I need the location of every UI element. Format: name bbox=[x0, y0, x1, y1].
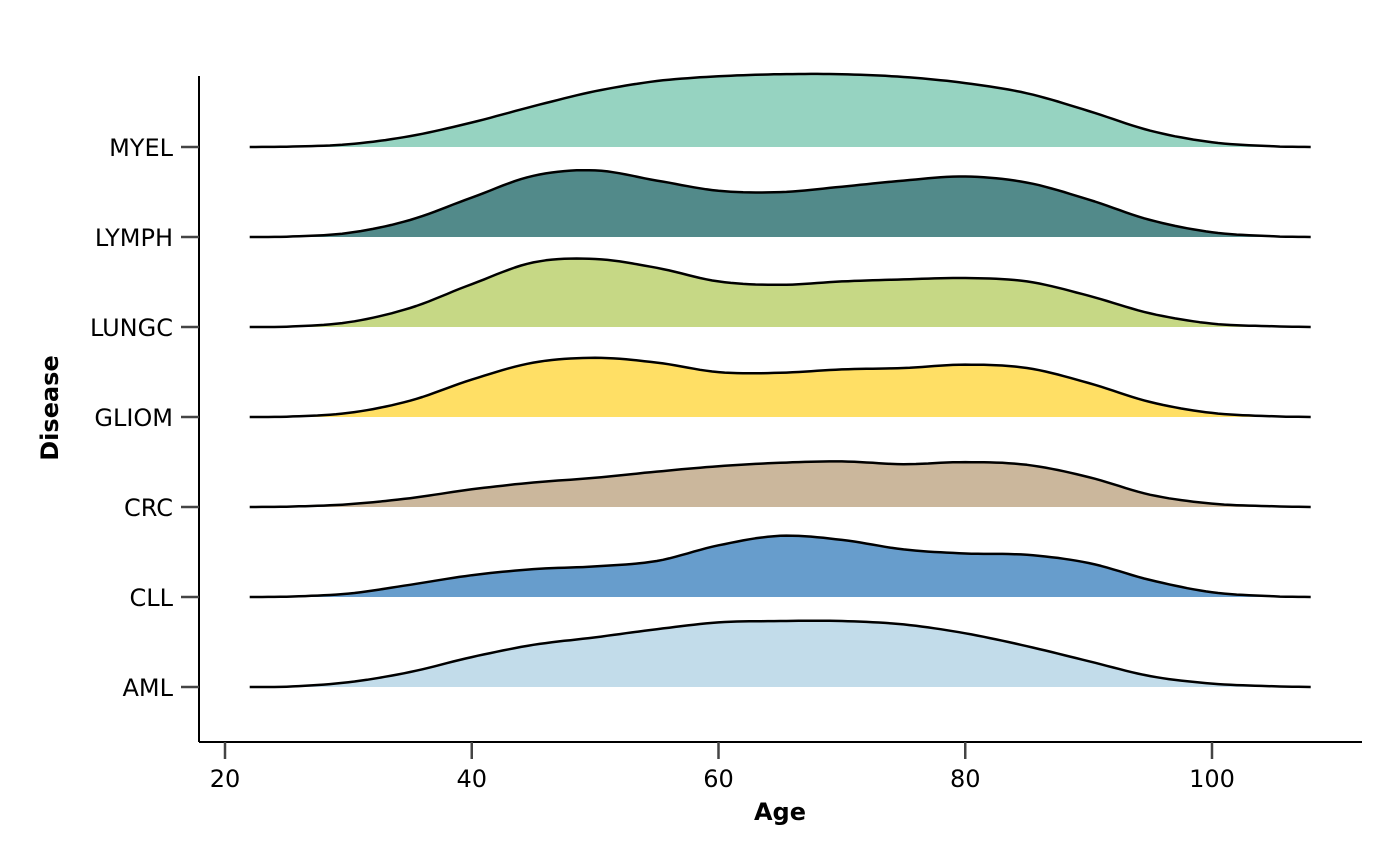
x-tick-label-60: 60 bbox=[703, 765, 734, 793]
ridge-fill-myel bbox=[249, 73, 1311, 147]
ridge-line-lungc bbox=[249, 257, 1311, 329]
y-tick-label-lungc: LUNGC bbox=[90, 314, 173, 342]
ridge-line-cll bbox=[249, 534, 1311, 599]
x-tick-label-20: 20 bbox=[210, 765, 241, 793]
ridges-layer bbox=[249, 72, 1311, 689]
ridge-fill-aml bbox=[249, 620, 1311, 687]
x-tick-label-80: 80 bbox=[950, 765, 981, 793]
ridge-fill-lymph bbox=[249, 170, 1311, 237]
y-tick-label-cll: CLL bbox=[130, 584, 174, 612]
y-tick-label-aml: AML bbox=[123, 674, 174, 702]
x-tick-label-40: 40 bbox=[456, 765, 487, 793]
ridge-line-gliom bbox=[249, 356, 1311, 419]
ridge-fill-crc bbox=[249, 461, 1311, 507]
y-tick-label-gliom: GLIOM bbox=[94, 404, 173, 432]
x-axis-title: Age bbox=[754, 798, 806, 826]
y-tick-label-crc: CRC bbox=[124, 494, 173, 522]
ridge-fill-lungc bbox=[249, 258, 1311, 327]
ridge-line-lymph bbox=[249, 168, 1311, 239]
x-axis-ticks: 20 40 60 80 100 bbox=[210, 742, 1235, 793]
ridge-fill-gliom bbox=[249, 357, 1311, 417]
ridge-line-aml bbox=[249, 619, 1311, 689]
ridge-fill-cll bbox=[249, 535, 1311, 597]
y-axis-title: Disease bbox=[36, 355, 64, 460]
x-tick-label-100: 100 bbox=[1189, 765, 1235, 793]
y-tick-label-myel: MYEL bbox=[109, 134, 174, 162]
y-axis-ticks: AML CLL CRC GLIOM LUNGC LYMPH MYEL bbox=[90, 134, 199, 702]
ridge-line-crc bbox=[249, 460, 1311, 509]
y-tick-label-lymph: LYMPH bbox=[95, 224, 173, 252]
ridge-line-myel bbox=[249, 72, 1311, 149]
